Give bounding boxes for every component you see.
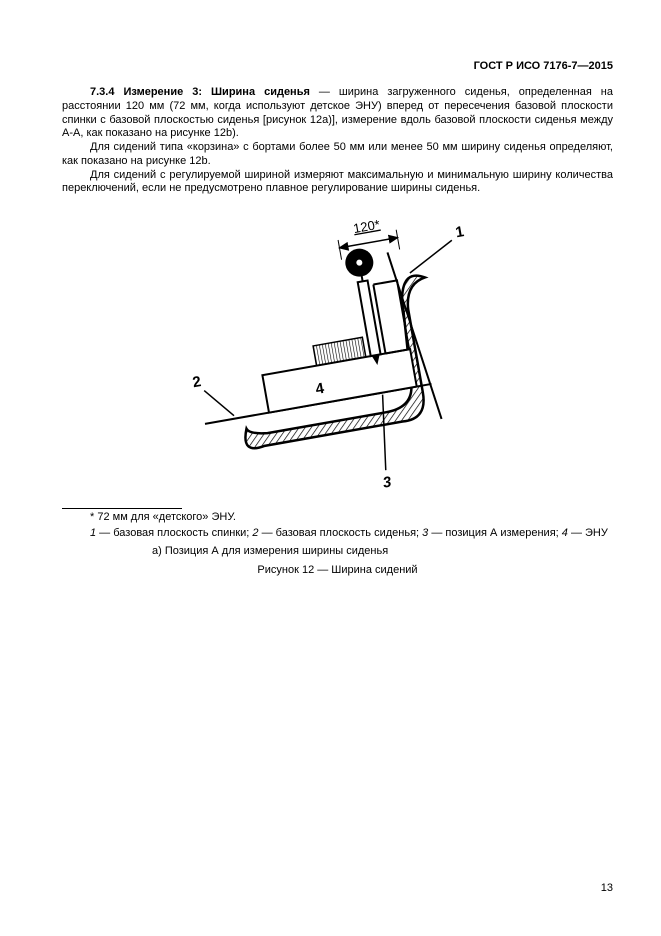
page: ГОСТ Р ИСО 7176-7—2015 7.3.4 Измерение 3…: [0, 0, 661, 936]
paragraph-2: Для сидений типа «корзина» с бортами бол…: [62, 141, 613, 169]
figure-svg: 120* 1 2 3 4: [168, 202, 508, 502]
callout-3: 3: [381, 473, 393, 491]
page-number: 13: [601, 882, 613, 894]
section-title: Измерение 3: Ширина сиденья: [123, 86, 309, 98]
dim-label: 120*: [352, 217, 381, 236]
doc-header: ГОСТ Р ИСО 7176-7—2015: [62, 60, 613, 72]
callout-1: 1: [454, 223, 465, 241]
callout-2: 2: [191, 373, 202, 391]
legend-2-txt: — базовая плоскость сиденья;: [259, 527, 423, 539]
paragraph-3: Для сидений с регулируемой шириной измер…: [62, 169, 613, 197]
legend-3-txt: — позиция А измерения;: [428, 527, 562, 539]
figure-12: 120* 1 2 3 4: [62, 202, 613, 502]
footnote-rule: [62, 508, 182, 509]
caption-a: а) Позиция А для измерения ширины сидень…: [152, 545, 613, 559]
caption-main: Рисунок 12 — Ширина сидений: [62, 564, 613, 578]
legend-4-txt: — ЭНУ: [568, 527, 608, 539]
section-number: 7.3.4: [90, 86, 114, 98]
figure-legend: 1 — базовая плоскость спинки; 2 — базова…: [62, 527, 613, 541]
paragraph-1: 7.3.4 Измерение 3: Ширина сиденья — шири…: [62, 86, 613, 141]
footnote: * 72 мм для «детского» ЭНУ.: [62, 511, 613, 525]
legend-1-txt: — базовая плоскость спинки;: [96, 527, 252, 539]
